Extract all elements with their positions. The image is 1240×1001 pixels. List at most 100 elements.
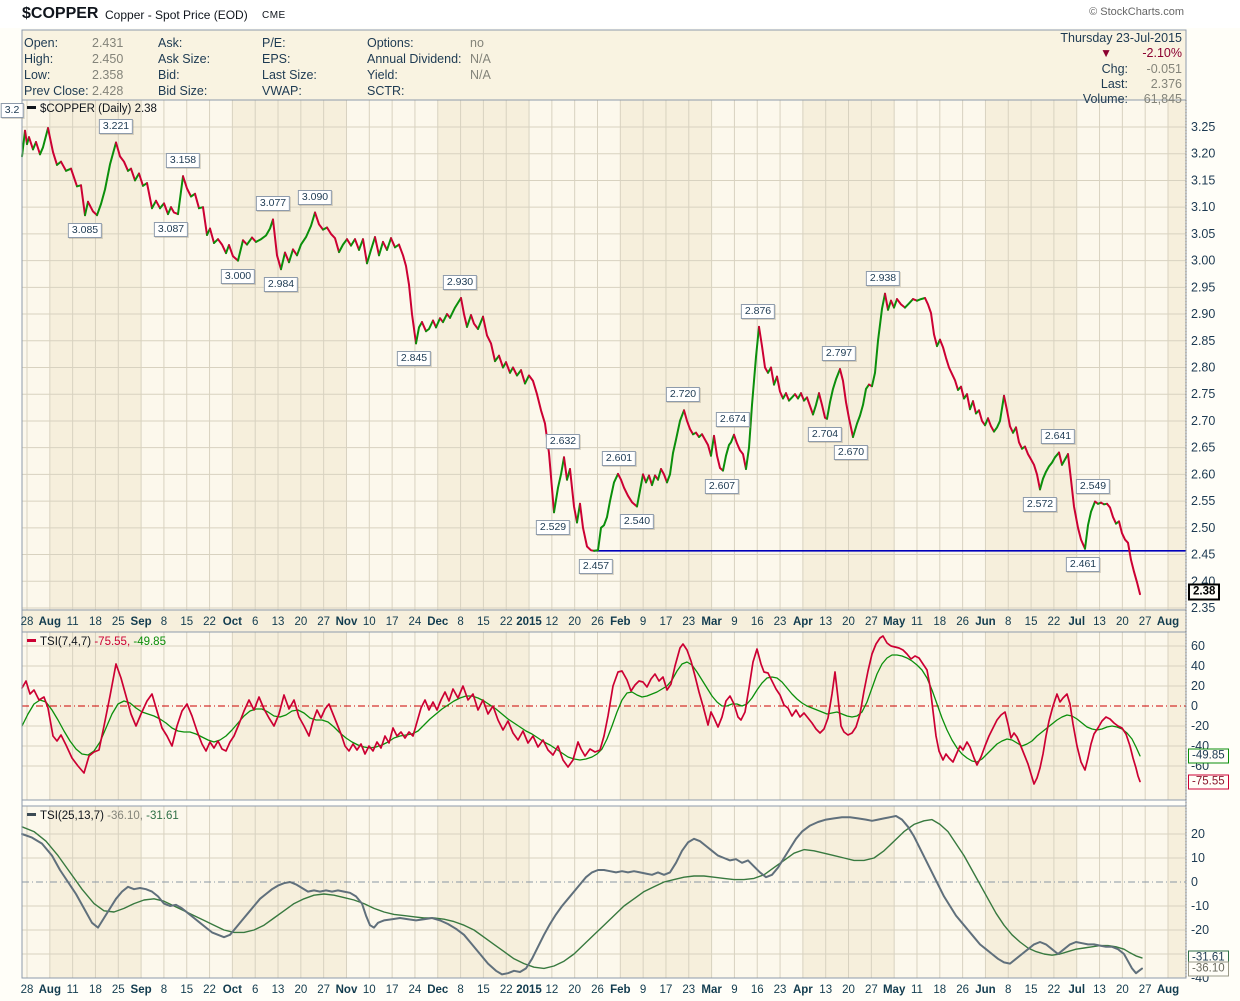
price-line-segment — [284, 251, 290, 264]
x-axis-label: 27 — [317, 984, 330, 996]
price-line-segment — [593, 472, 619, 552]
price-line-segment — [579, 502, 595, 552]
tsi-slow-line — [21, 815, 1143, 976]
y-axis-label: 2.90 — [1191, 307, 1215, 321]
month-band — [22, 632, 50, 800]
tsi-slow-signal-line — [21, 818, 1143, 970]
x-axis-label: 24 — [409, 616, 422, 628]
chart-frame-border — [21, 29, 1187, 979]
axis-value-box: -75.55 — [1188, 774, 1229, 790]
tsi-slow-signal-value: -31.61 — [146, 810, 179, 822]
price-line-segment — [1084, 500, 1096, 550]
x-axis-label: May — [883, 616, 906, 628]
y-axis-label: 60 — [1191, 639, 1205, 653]
y-axis-label: -20 — [1191, 719, 1209, 733]
price-line-segment — [498, 354, 504, 369]
quote-label: Bid Size: — [158, 84, 208, 98]
price-line-segment — [466, 314, 472, 328]
quote-date: Thursday 23-Jul-2015 — [1060, 31, 1182, 45]
x-axis-label: 10 — [363, 984, 376, 996]
x-axis-label: 13 — [272, 616, 285, 628]
price-line-segment — [421, 321, 427, 333]
price-line-segment — [657, 468, 662, 481]
price-line-segment — [800, 392, 805, 402]
x-axis-label: 28 — [21, 984, 34, 996]
price-line-segment — [1118, 520, 1141, 596]
price-line-segment — [713, 434, 724, 472]
y-axis-label: 40 — [1191, 659, 1205, 673]
x-axis-label: 9 — [640, 984, 646, 996]
quote-label: Ask Size: — [158, 52, 211, 66]
x-axis-label: 10 — [363, 616, 376, 628]
price-line-segment — [701, 433, 712, 457]
x-axis-label: Aug — [39, 984, 61, 996]
price-callout: 2.674 — [715, 411, 751, 427]
pct-change: -2.10% — [1142, 46, 1182, 60]
x-axis-label: 13 — [1093, 984, 1106, 996]
price-line-segment — [896, 298, 906, 309]
price-line-segment — [115, 141, 129, 172]
price-line-segment — [84, 200, 89, 217]
quote-label: Options: — [367, 36, 414, 50]
x-axis-label: 16 — [751, 616, 764, 628]
x-axis-label: 15 — [180, 616, 193, 628]
header-stat-label: Volume: — [1082, 92, 1128, 106]
price-callout: 2.938 — [865, 270, 901, 286]
x-axis-label: 27 — [1139, 616, 1152, 628]
price-line-segment — [916, 297, 926, 302]
x-axis-label: 22 — [203, 984, 216, 996]
price-line-segment — [722, 433, 735, 472]
x-axis-label: 15 — [180, 984, 193, 996]
x-axis-label: 15 — [477, 984, 490, 996]
quote-label: Open: — [24, 36, 59, 50]
x-axis-label: 26 — [591, 984, 604, 996]
x-axis-label: 25 — [112, 616, 125, 628]
y-axis-label: 2.75 — [1191, 387, 1215, 401]
x-axis-label: 22 — [500, 984, 513, 996]
x-axis-label: 13 — [819, 616, 832, 628]
y-axis-label: 2.65 — [1191, 441, 1215, 455]
x-axis-label: 20 — [842, 984, 855, 996]
price-line-segment — [326, 226, 340, 254]
y-axis-label: -10 — [1191, 899, 1209, 913]
quote-value: N/A — [470, 52, 491, 66]
price-line-segment — [776, 375, 784, 400]
y-axis-label: 2.60 — [1191, 467, 1215, 481]
price-line-segment — [435, 317, 441, 329]
quote-value: 2.428 — [92, 84, 124, 98]
price-line-segment — [972, 400, 977, 415]
price-callout: 3.158 — [165, 153, 201, 169]
x-axis-label: 13 — [272, 984, 285, 996]
price-callout: 2.641 — [1040, 429, 1076, 445]
x-axis-label: 18 — [89, 616, 102, 628]
quote-label: P/E: — [262, 36, 286, 50]
x-axis-label: 8 — [457, 984, 463, 996]
price-line-segment — [146, 182, 153, 210]
price-line-segment — [177, 175, 184, 216]
price-line-segment — [1039, 451, 1060, 491]
x-axis-label: 11 — [67, 616, 79, 628]
price-line-segment — [296, 211, 316, 257]
x-axis-label: Mar — [701, 616, 722, 628]
price-callout: 2.930 — [442, 275, 478, 291]
price-callout: 2.670 — [833, 444, 869, 460]
quote-label: Ask: — [158, 36, 183, 50]
price-callout: 2.845 — [396, 351, 432, 367]
x-axis-label: Aug — [1157, 984, 1179, 996]
price-line-segment — [788, 393, 796, 402]
y-axis-label: 2.35 — [1191, 601, 1215, 615]
y-axis-label: 3.25 — [1191, 120, 1215, 134]
y-axis-label: 3.20 — [1191, 147, 1215, 161]
price-line-segment — [425, 319, 434, 333]
x-axis-label: 27 — [865, 616, 878, 628]
price-line-segment — [924, 297, 938, 348]
y-axis-label: 2.70 — [1191, 414, 1215, 428]
price-line-segment — [366, 236, 376, 265]
x-axis-label: 22 — [1048, 616, 1061, 628]
month-band — [232, 100, 347, 610]
down-arrow-icon: ▼ — [1100, 46, 1112, 60]
x-axis-label: 23 — [682, 984, 695, 996]
month-band — [1168, 806, 1186, 978]
y-axis-label: 2.55 — [1191, 494, 1215, 508]
x-axis-label: Feb — [610, 616, 630, 628]
